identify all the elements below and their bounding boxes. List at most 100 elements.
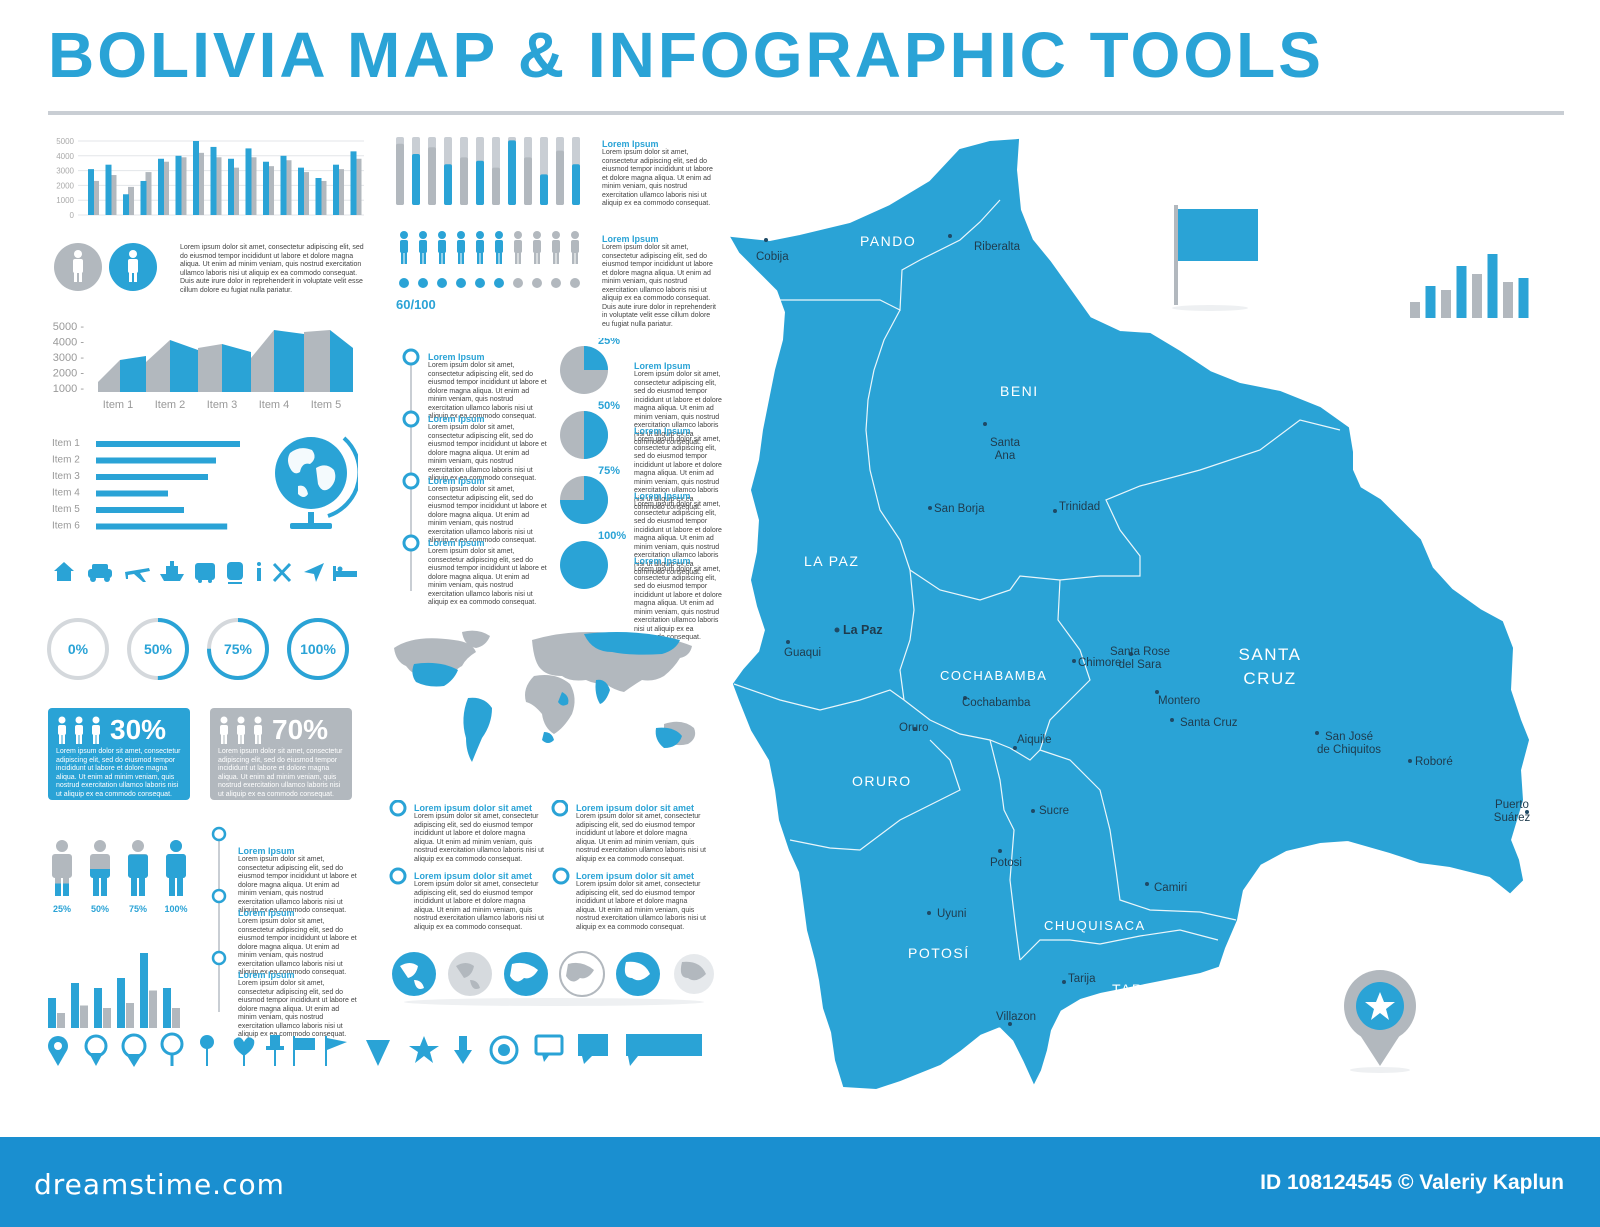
bar	[1441, 290, 1451, 318]
ring-progress	[287, 618, 349, 680]
bar	[96, 457, 216, 464]
bar	[338, 169, 344, 215]
small-timeline-item: Lorem Ipsum Lorem ipsum dolor sit amet, …	[238, 970, 357, 1038]
bar	[280, 155, 287, 215]
dept-label: BENI	[1000, 383, 1039, 399]
city-label: Roboré	[1415, 756, 1453, 768]
bar	[1503, 282, 1513, 318]
border-oruro-cochabamba	[903, 699, 1011, 749]
bar	[94, 988, 102, 1028]
pct-box-blue-label: 30%	[110, 714, 167, 745]
target-icon	[489, 1035, 519, 1065]
list-item: Lorem ipsum dolor sit amet Lorem ipsum d…	[576, 871, 706, 931]
bar	[412, 154, 420, 205]
city-label: Cobija	[756, 251, 789, 263]
city-label: Santa Cruz	[1180, 717, 1238, 729]
bar	[492, 167, 500, 205]
home-icon	[54, 562, 74, 581]
border-lapaz-oruro	[733, 683, 905, 711]
ship-icon	[160, 561, 184, 581]
bar	[96, 441, 240, 447]
lorem-heading: Lorem Ipsum	[602, 139, 659, 149]
city-label-part: del Sara	[1119, 659, 1162, 671]
city-label: Santa Ana	[990, 437, 1021, 462]
person-icon	[90, 840, 110, 896]
bar	[105, 164, 112, 215]
person-fill-label: 100%	[164, 904, 187, 914]
map-pin-icon	[48, 1036, 68, 1066]
footer-brand: dreamstime.com	[34, 1168, 285, 1201]
lorem-text: Lorem ipsum dolor sit amet, consectetur …	[602, 149, 713, 207]
bar-label: Item 4	[52, 488, 80, 499]
ring-label: 0%	[68, 641, 89, 657]
car-icon	[88, 564, 112, 582]
arrow-down-icon	[454, 1036, 472, 1064]
bar	[1425, 286, 1436, 318]
flag-icon	[325, 1036, 347, 1066]
city-label: Uyuni	[937, 908, 966, 920]
page-title: BOLIVIA MAP & INFOGRAPHIC TOOLS	[48, 19, 1324, 91]
dot	[437, 278, 447, 288]
bar	[140, 180, 147, 215]
travel-icon-row	[54, 561, 357, 584]
lorem-heading: Lorem Ipsum	[602, 234, 659, 244]
bar	[396, 143, 404, 205]
dot	[551, 278, 561, 288]
city-label-part: de Chiquitos	[1317, 744, 1381, 756]
pie-label: 75%	[598, 465, 620, 477]
dept-label: COCHABAMBA	[940, 668, 1047, 683]
bar	[158, 158, 164, 215]
city-label: Cochabamba	[962, 697, 1031, 709]
bar	[320, 180, 327, 215]
x-tick-label: Item 1	[103, 399, 134, 411]
small-timeline-item: Lorem Ipsum Lorem ipsum dolor sit amet, …	[238, 908, 357, 976]
flag-graphic	[1172, 205, 1258, 311]
border-chuquisaca-santacruz	[1039, 749, 1237, 921]
map-pin-icon	[121, 1033, 147, 1067]
person-fill	[90, 869, 110, 896]
bar	[476, 160, 484, 205]
map-pin-icon	[84, 1034, 108, 1066]
bar	[508, 140, 516, 205]
city-label: Potosi	[990, 857, 1022, 869]
bus-icon	[195, 563, 215, 583]
bar	[57, 1013, 65, 1028]
border-potosi-chuquisaca	[989, 739, 1021, 961]
city-label-part: San José	[1325, 731, 1373, 743]
arrow-pin-icon	[366, 1040, 390, 1066]
pushpin-icon	[200, 1035, 214, 1066]
small-timeline	[211, 826, 227, 1012]
person-icon	[128, 840, 148, 896]
lorem-block-2: Lorem Ipsum Lorem ipsum dolor sit amet, …	[602, 234, 717, 329]
bar	[572, 164, 580, 205]
dept-label: POTOSÍ	[908, 945, 970, 961]
person-icon	[92, 716, 100, 744]
lorem-block-1: Lorem Ipsum Lorem ipsum dolor sit amet, …	[602, 139, 717, 209]
ring-progress	[207, 618, 269, 680]
footer-bar	[0, 1137, 1600, 1227]
person-icon	[75, 716, 83, 744]
bar	[128, 186, 134, 215]
bar	[103, 1008, 111, 1028]
person-fill-label: 75%	[129, 904, 147, 914]
bar	[556, 150, 564, 205]
timeline-item: Lorem Ipsum Lorem ipsum dolor sit amet, …	[428, 538, 547, 606]
bar	[140, 953, 148, 1028]
dot	[494, 278, 504, 288]
dept-label: CHUQUISACA	[1044, 918, 1146, 933]
ring-label: 100%	[300, 641, 336, 657]
push-pin-icon	[266, 1035, 284, 1066]
navigation-icon	[304, 563, 324, 582]
marker-icon-row	[48, 1032, 702, 1067]
small-timeline-item: Lorem Ipsum Lorem ipsum dolor sit amet, …	[238, 846, 357, 914]
bar	[210, 146, 217, 215]
progress-rings: 0% 50% 75% 100%	[47, 618, 349, 680]
dept-label-part: SANTA	[1239, 645, 1302, 664]
bar	[524, 157, 532, 205]
y-tick-label: 2000 -	[53, 368, 85, 380]
bar	[263, 161, 269, 215]
person-icon	[166, 840, 186, 896]
bar	[1487, 254, 1498, 318]
person-icon	[571, 231, 579, 264]
city-label: Aiquile	[1017, 734, 1052, 746]
